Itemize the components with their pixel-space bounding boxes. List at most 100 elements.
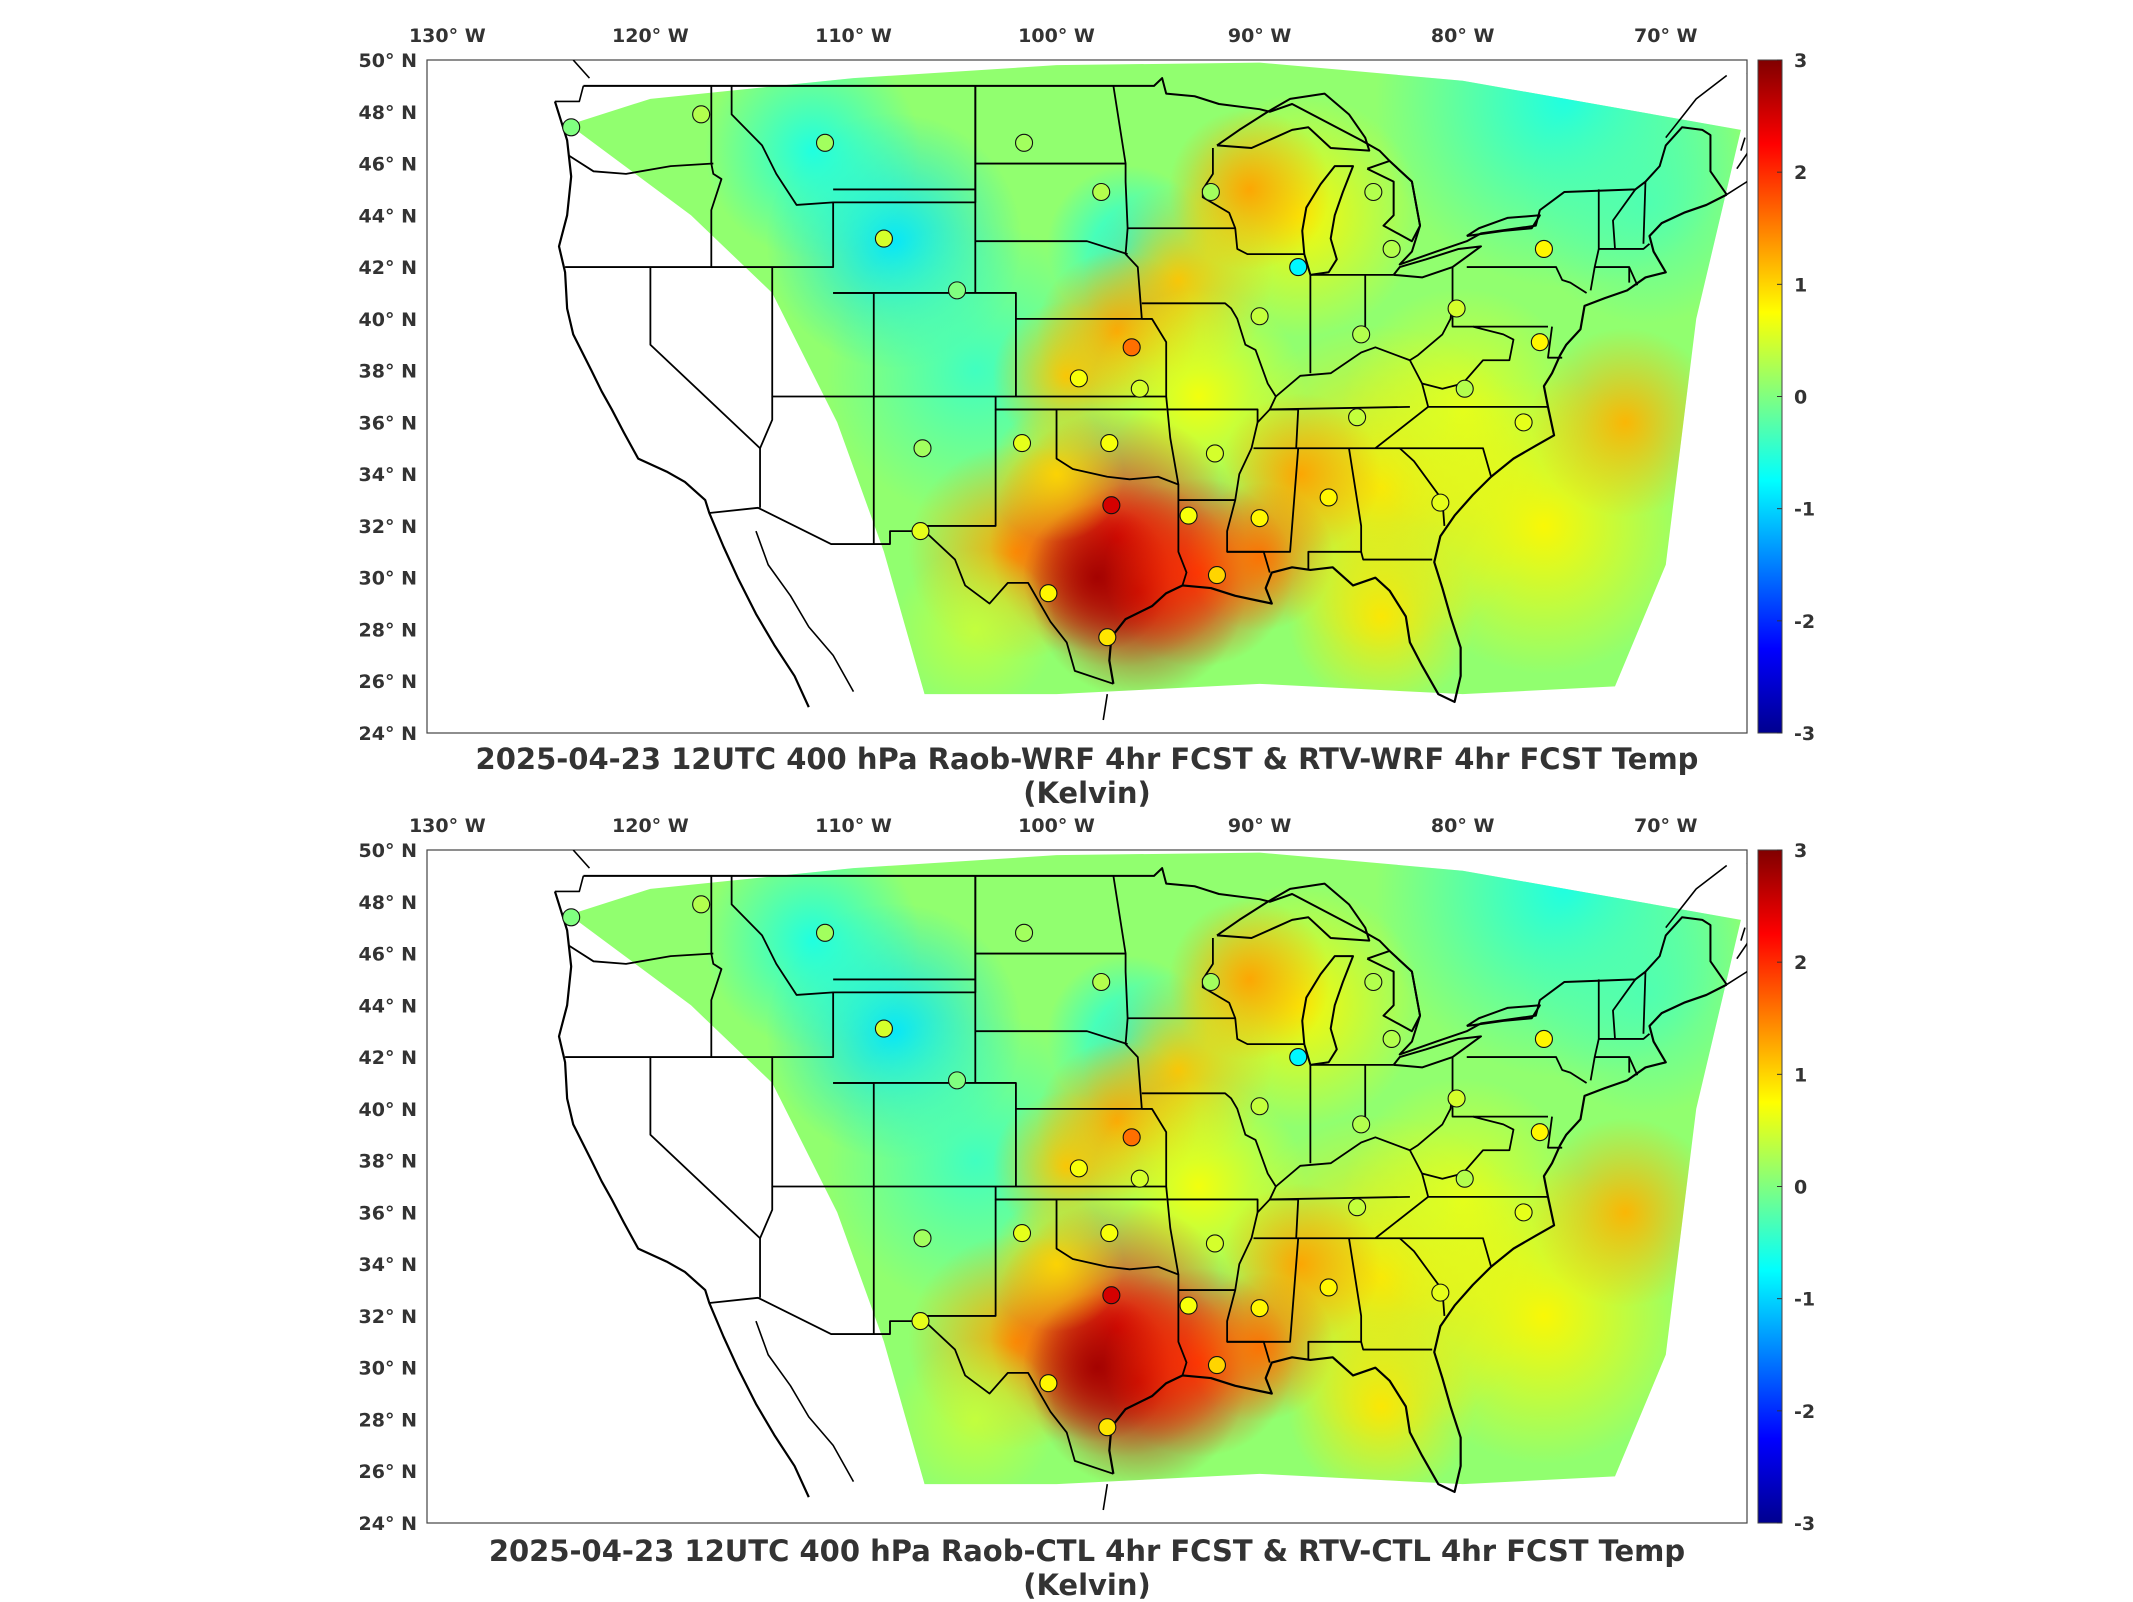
station-marker <box>1207 1356 1227 1375</box>
station-marker <box>1014 923 1034 942</box>
colorbar-tick-label: 1 <box>1794 1064 1807 1086</box>
map-frame <box>426 59 1748 734</box>
longitude-tick-label: 120° W <box>612 815 689 837</box>
colorbar-tick-label: 2 <box>1794 162 1807 184</box>
colorbar-tick-label: -2 <box>1794 611 1815 633</box>
station-marker <box>1431 493 1450 512</box>
station-marker <box>1207 566 1227 585</box>
station-marker <box>1098 1418 1117 1437</box>
latitude-tick-label: 44° N <box>359 205 417 227</box>
latitude-tick-label: 48° N <box>359 102 417 124</box>
station-marker <box>913 439 932 458</box>
latitude-tick-label: 36° N <box>359 1202 417 1224</box>
longitude-tick-label: 110° W <box>815 25 892 47</box>
colorbar-tick-label: 0 <box>1794 387 1807 409</box>
latitude-tick-label: 48° N <box>359 892 417 914</box>
longitude-tick-label: 70° W <box>1634 25 1698 47</box>
latitude-tick-label: 24° N <box>359 723 417 745</box>
station-marker <box>562 908 581 927</box>
station-marker <box>947 281 967 300</box>
station-marker <box>1530 333 1549 352</box>
station-marker <box>1348 1198 1367 1217</box>
station-marker <box>815 133 835 152</box>
station-marker <box>874 1019 893 1038</box>
longitude-tick-label: 130° W <box>409 815 486 837</box>
latitude-tick-label: 32° N <box>359 1306 417 1328</box>
station-marker <box>1447 299 1466 318</box>
latitude-tick-label: 46° N <box>359 154 417 176</box>
station-marker <box>1250 1097 1269 1116</box>
station-marker <box>874 229 893 248</box>
station-marker <box>1431 1283 1450 1302</box>
latitude-tick-label: 24° N <box>359 1513 417 1535</box>
station-marker <box>1455 379 1474 398</box>
latitude-tick-label: 42° N <box>359 257 417 279</box>
colorbar-tick-label: -1 <box>1794 1289 1815 1311</box>
longitude-tick-label: 120° W <box>612 25 689 47</box>
map-panel-bottom: 130° W 120° W 110° W 100° W 90° W 80° W 70° W 5… <box>0 790 2133 1602</box>
latitude-tick-label: 50° N <box>359 50 417 72</box>
station-marker <box>1319 488 1338 507</box>
station-marker <box>911 522 930 541</box>
station-marker <box>1250 307 1269 326</box>
station-marker <box>1455 1169 1474 1188</box>
station-marker <box>815 923 835 942</box>
colorbar-tick-label: -2 <box>1794 1401 1815 1423</box>
latitude-tick-label: 34° N <box>359 1254 417 1276</box>
latitude-tick-label: 44° N <box>359 995 417 1017</box>
longitude-tick-label: 100° W <box>1018 815 1095 837</box>
latitude-tick-label: 50° N <box>359 840 417 862</box>
colorbar-tick-label: 2 <box>1794 952 1807 974</box>
geographic-boundaries <box>553 850 1747 1511</box>
station-marker <box>1205 444 1224 463</box>
station-marker <box>911 1312 930 1331</box>
station-marker <box>1069 1159 1088 1178</box>
station-marker <box>1250 1299 1269 1318</box>
latitude-tick-label: 46° N <box>359 944 417 966</box>
station-marker <box>1102 1286 1121 1305</box>
longitude-tick-label: 90° W <box>1228 25 1292 47</box>
station-marker <box>1447 1089 1466 1108</box>
station-marker <box>1530 1123 1549 1142</box>
latitude-tick-label: 34° N <box>359 464 417 486</box>
longitude-tick-label: 100° W <box>1018 25 1095 47</box>
latitude-tick-label: 36° N <box>359 412 417 434</box>
colorbar-tick-label: 3 <box>1794 840 1807 862</box>
longitude-tick-label: 110° W <box>815 815 892 837</box>
station-marker <box>1122 1128 1141 1147</box>
station-marker <box>1364 182 1383 202</box>
station-marker <box>692 105 711 124</box>
map-svg-bottom: 130° W 120° W 110° W 100° W 90° W 80° W 70° W 5… <box>359 815 1816 1535</box>
station-marker <box>1012 1224 1032 1243</box>
station-marker <box>1179 1296 1198 1315</box>
station-marker <box>1352 1115 1371 1134</box>
temperature-difference-field <box>569 852 1741 1485</box>
station-marker <box>1201 182 1220 202</box>
station-marker <box>1382 239 1401 259</box>
station-marker <box>913 1229 932 1248</box>
longitude-tick-label: 70° W <box>1634 815 1698 837</box>
longitude-tick-label: 90° W <box>1228 815 1292 837</box>
panel-title-bottom: 2025-04-23 12UTC 400 hPa Raob-CTL 4hr FC… <box>488 1534 1686 1602</box>
station-marker <box>1352 325 1371 344</box>
latitude-tick-label: 42° N <box>359 1047 417 1069</box>
latitude-tick-label: 38° N <box>359 361 417 383</box>
station-marker <box>1122 338 1141 357</box>
raob-stations <box>562 895 1553 1437</box>
station-marker <box>1130 1169 1149 1188</box>
station-marker <box>1092 972 1111 992</box>
latitude-tick-label: 30° N <box>359 1358 417 1380</box>
station-marker <box>1130 379 1149 398</box>
station-marker <box>692 895 711 914</box>
station-marker <box>1069 369 1088 388</box>
latitude-tick-label: 32° N <box>359 516 417 538</box>
station-marker <box>1014 133 1034 152</box>
colorbar-tick-label: -1 <box>1794 499 1815 521</box>
latitude-tick-label: 40° N <box>359 1099 417 1121</box>
station-marker <box>1348 408 1367 427</box>
station-marker <box>1201 972 1220 992</box>
geographic-boundaries <box>553 60 1747 721</box>
station-marker <box>562 118 581 137</box>
station-marker <box>1039 1374 1058 1393</box>
station-marker <box>1319 1278 1338 1297</box>
